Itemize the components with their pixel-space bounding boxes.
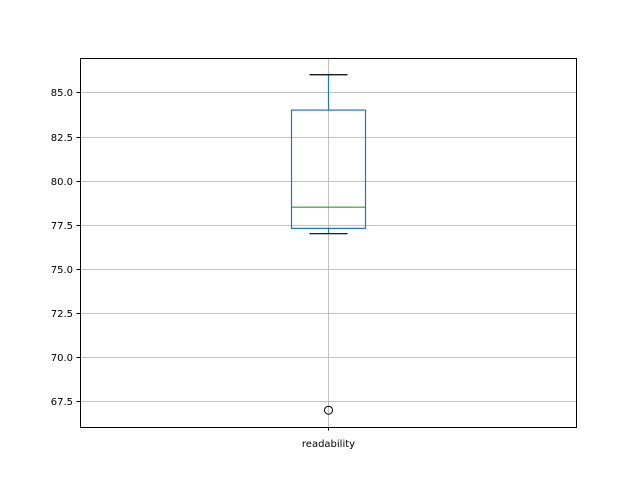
boxes — [290, 74, 367, 415]
y-tick-label: 82.5 — [51, 133, 73, 144]
grid — [80, 58, 576, 427]
y-tick-label: 67.5 — [51, 397, 73, 408]
y-axis: 67.5 70.0 72.5 75.0 77.5 80.0 82.5 85.0 — [51, 88, 80, 408]
iqr-box — [290, 109, 367, 229]
x-axis: readability — [302, 427, 355, 450]
y-tick-label: 85.0 — [51, 88, 73, 99]
box-readability — [290, 74, 367, 415]
outlier-point — [324, 405, 333, 415]
y-tick-label: 80.0 — [51, 177, 73, 188]
y-tick-label: 75.0 — [51, 265, 73, 276]
x-tick-label: readability — [302, 439, 355, 450]
y-tick-label: 70.0 — [51, 353, 73, 364]
y-tick-label: 77.5 — [51, 221, 73, 232]
y-tick-label: 72.5 — [51, 309, 73, 320]
